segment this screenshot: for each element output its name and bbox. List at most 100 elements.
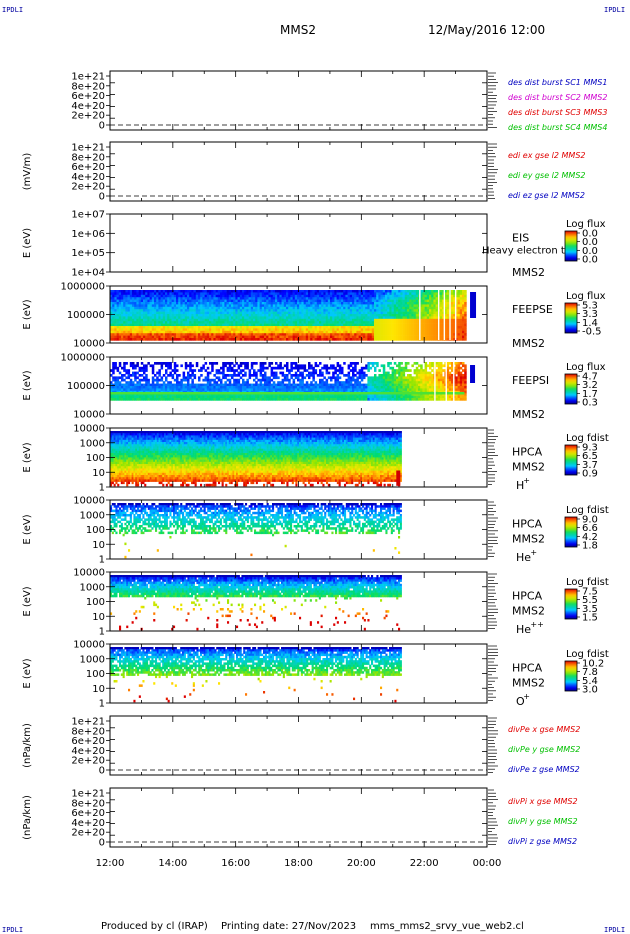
spectrogram-6 [110,431,402,487]
panel-5: 1000000 100000 10000 E (eV) FEEPSI MMS2 Log fl… [22,353,606,422]
colorbar-tick-label: 5.3 [582,301,598,312]
colorbar-tick-label: 3.3 [582,309,598,320]
instrument-name: HPCA [512,446,543,459]
spectrogram-7 [110,503,402,559]
footer-producer: Produced by cl (IRAP) [101,921,208,932]
legend-entry: divPi x gse MMS2 [508,797,578,806]
y-axis-label: E (eV) [22,586,33,616]
colorbar-title: Log flux [566,291,606,302]
y-axis-label: E (eV) [22,228,33,258]
legend-entry: divPi z gse MMS2 [508,837,577,846]
colorbar-tick-label: 6.5 [582,451,598,462]
ion-species: He [516,623,531,636]
y-tick-label: 100 [86,525,105,536]
colorbar-tick-label: 6.6 [582,523,598,534]
y-tick-label: 10000 [73,640,105,651]
y-tick-label: 6e+20 [71,91,105,102]
y-tick-label: 0 [99,192,105,203]
y-tick-label: 10 [92,468,105,479]
instrument-name: EIS [512,231,529,244]
y-tick-label: 2e+20 [71,182,105,193]
y-tick-label: 1 [99,699,105,710]
y-tick-label: 2e+20 [71,111,105,122]
y-axis-label: E (eV) [22,442,33,472]
y-tick-label: 100 [86,597,105,608]
y-tick-label: 6e+20 [71,808,105,819]
ion-charge: + [523,692,530,701]
y-tick-label: 10000 [73,496,105,507]
colorbar-tick-label: 1.8 [582,541,598,552]
y-tick-label: 1e+07 [71,210,105,221]
instrument-name: HPCA [512,518,543,531]
colorbar-gradient [564,588,578,620]
ion-charge: + [530,548,537,557]
time-tick-label: 00:00 [473,858,502,869]
panel-frame [109,787,488,848]
colorbar-tick-label: 7.5 [582,587,598,598]
y-tick-labels: 10000 1000 100 10 1 [73,424,110,494]
colorbar-title: Log fdist [566,505,609,516]
colorbar-title: Log fdist [566,577,609,588]
y-tick-label: 0 [99,121,105,132]
y-tick-label: 1e+21 [71,717,105,728]
time-tick-label: 20:00 [347,858,376,869]
legend-entry: des dist burst SC1 MMS1 [508,78,607,87]
y-tick-label: 10000 [73,410,105,421]
footer-script: mms_mms2_srvy_vue_web2.cl [370,921,524,932]
y-tick-label: 1 [99,483,105,494]
legend-entry: edi ex gse l2 MMS2 [508,151,586,160]
colorbar-tick-label: 9.3 [582,443,598,454]
y-tick-label: 100000 [67,310,105,321]
colorbar-tick-label: 7.8 [582,667,598,678]
y-tick-label: 1000000 [60,282,105,293]
time-tick-label: 14:00 [158,858,187,869]
y-tick-label: 100 [86,453,105,464]
corner-label-bottom-left: IPDLI [2,926,23,934]
colorbar-gradient [564,373,578,405]
colorbar-title: Log fdist [566,649,609,660]
panel-4: 1000000 100000 10000 E (eV) FEEPSE MMS2 Log fl… [22,282,606,351]
overlay-text: Heavy electron to [482,245,571,256]
y-tick-labels: 10000 1000 100 10 1 [73,640,110,710]
legend-entry: divPe y gse MMS2 [508,745,580,754]
y-tick-label: 1e+06 [71,229,105,240]
colorbar-tick-label: 1.4 [582,318,598,329]
y-tick-label: 8e+20 [71,798,105,809]
legend-entry: des dist burst SC2 MMS2 [508,93,607,102]
y-tick-label: 10 [92,612,105,623]
y-tick-label: 1e+05 [71,248,105,259]
y-tick-label: 8e+20 [71,726,105,737]
y-tick-label: 4e+20 [71,818,105,829]
y-tick-label: 4e+20 [71,101,105,112]
y-tick-labels: 1e+07 1e+06 1e+05 1e+04 [71,210,110,279]
y-tick-label: 2e+20 [71,756,105,767]
panel-frame [109,715,488,776]
ion-charge: ++ [530,620,543,629]
y-tick-label: 4e+20 [71,172,105,183]
y-tick-labels: 10000 1000 100 10 1 [73,568,110,638]
colorbar-tick-label: 9.0 [582,515,598,526]
y-tick-label: 10000 [73,424,105,435]
instrument-labels: EIS MMS2 Heavy electron to [482,231,571,279]
y-axis-label: (nPa/km) [22,795,33,840]
colorbar-title: Log flux [566,362,606,373]
time-tick-label: 18:00 [284,858,313,869]
colorbar-tick-label: 3.7 [582,460,598,471]
y-axis-label: E (eV) [22,658,33,688]
y-tick-label: 1e+21 [71,72,105,83]
y-tick-label: 2e+20 [71,828,105,839]
spacecraft-name: MMS2 [512,676,545,689]
y-tick-label: 4e+20 [71,746,105,757]
spectrogram-5 [110,360,476,401]
